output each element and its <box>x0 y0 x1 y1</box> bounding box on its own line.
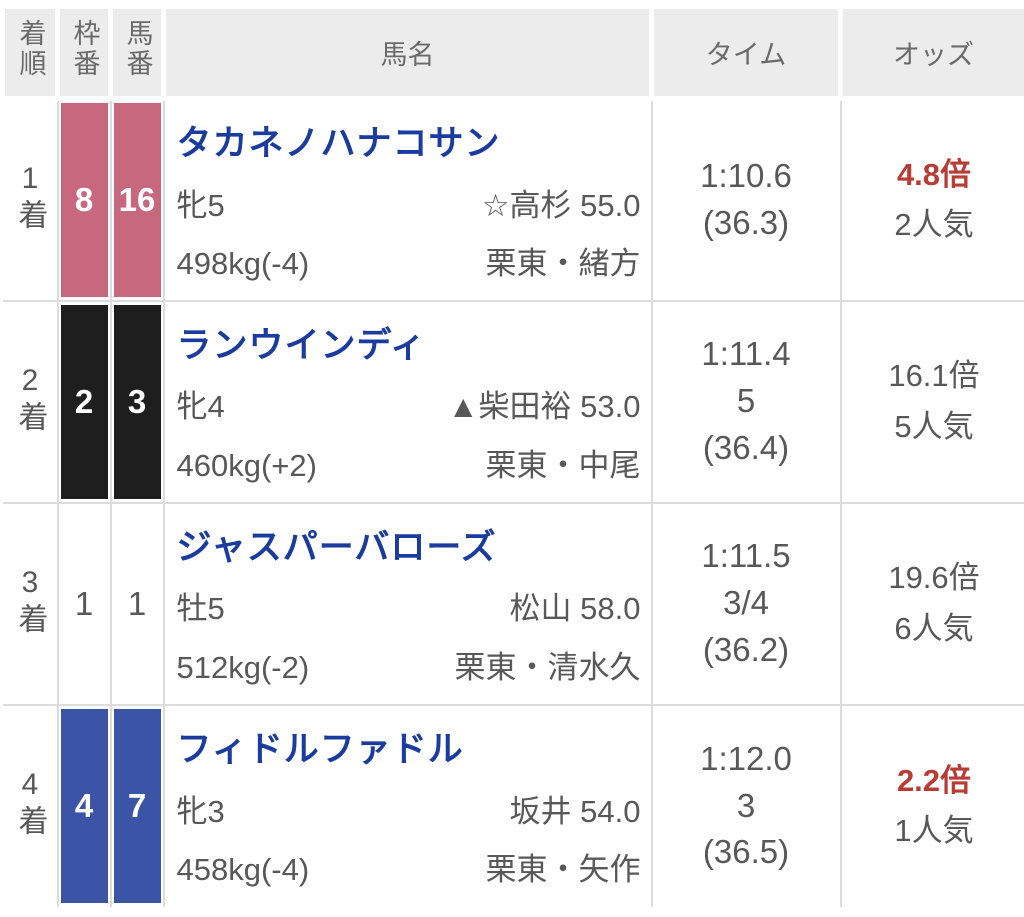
finish-position: 4着 <box>2 703 59 907</box>
horse-info-cell: フィドルファドル 牝3 坂井 54.0 458kg(-4) 栗東・矢作 <box>162 703 653 907</box>
bracket-number-cell: 8 <box>56 97 112 302</box>
horse-body-weight: 460kg(+2) <box>176 447 317 483</box>
header-number: 馬番 <box>108 4 166 101</box>
finish-time: 1:11.4 <box>701 335 791 373</box>
table-row: 1着 8 16 タカネノハナコサン 牝5 ☆高杉 55.0 498kg(-4) … <box>2 97 1024 302</box>
horse-number-cell: 3 <box>109 299 165 504</box>
horse-number: 16 <box>111 101 163 300</box>
jockey-weight: ▲柴田裕 53.0 <box>447 389 641 424</box>
bracket-number-cell: 1 <box>56 501 112 706</box>
horse-name-link[interactable]: フィドルファドル <box>176 730 464 769</box>
popularity-rank: 2人気 <box>894 207 974 243</box>
horse-info-cell: ジャスパーバローズ 牡5 松山 58.0 512kg(-2) 栗東・清水久 <box>162 501 653 706</box>
table-row: 4着 4 7 フィドルファドル 牝3 坂井 54.0 458kg(-4) 栗東・… <box>2 703 1024 907</box>
header-horse-name: 馬名 <box>161 4 654 101</box>
popularity-rank: 1人気 <box>894 813 974 848</box>
time-cell: 1:12.0 3 (36.5) <box>650 703 842 907</box>
last-3f-time: (36.5) <box>702 833 790 871</box>
header-bracket: 枠番 <box>55 4 113 101</box>
last-3f-time: (36.4) <box>702 428 790 466</box>
sex-age: 牡5 <box>176 591 225 626</box>
finish-position: 1着 <box>2 97 59 302</box>
jockey-weight: 松山 58.0 <box>509 591 641 626</box>
time-cell: 1:11.5 3/4 (36.2) <box>650 501 842 706</box>
time-cell: 1:11.4 5 (36.4) <box>650 299 842 504</box>
odds-value: 19.6倍 <box>888 560 980 596</box>
horse-name-link[interactable]: ジャスパーバローズ <box>176 527 497 567</box>
finish-time: 1:11.5 <box>701 537 791 575</box>
horse-number: 3 <box>111 302 163 501</box>
margin: 3/4 <box>723 584 769 622</box>
popularity-rank: 5人気 <box>894 408 974 444</box>
trainer: 栗東・矢作 <box>485 852 641 887</box>
odds-value: 2.2倍 <box>896 762 972 798</box>
finish-position: 2着 <box>2 299 59 504</box>
last-3f-time: (36.2) <box>702 630 790 668</box>
margin: 3 <box>736 786 756 824</box>
horse-name-link[interactable]: タカネノハナコサン <box>176 124 501 164</box>
sex-age: 牝5 <box>176 187 225 223</box>
horse-number-cell: 7 <box>109 703 165 907</box>
horse-body-weight: 498kg(-4) <box>176 246 310 282</box>
horse-name-link[interactable]: ランウインディ <box>176 325 427 365</box>
horse-number: 1 <box>111 504 163 703</box>
header-rank: 着順 <box>0 4 60 101</box>
horse-body-weight: 512kg(-2) <box>176 649 310 685</box>
margin: 5 <box>736 382 756 420</box>
table-header: 着順 枠番 馬番 馬名 タイム オッズ <box>0 4 1024 101</box>
bracket-number: 8 <box>58 101 110 300</box>
trainer: 栗東・緒方 <box>485 246 641 282</box>
bracket-number: 1 <box>58 504 110 703</box>
bracket-number: 2 <box>58 302 110 501</box>
horse-number: 7 <box>111 707 163 905</box>
bracket-number-cell: 2 <box>56 299 112 504</box>
odds-value: 16.1倍 <box>888 358 980 394</box>
header-odds: オッズ <box>838 4 1024 101</box>
race-results-table: 着順 枠番 馬番 馬名 タイム オッズ 1着 8 16 タカネノハナコサン 牝5… <box>0 4 1024 907</box>
time-cell: 1:10.6 (36.3) <box>650 97 842 302</box>
horse-info-cell: ランウインディ 牝4 ▲柴田裕 53.0 460kg(+2) 栗東・中尾 <box>162 299 653 504</box>
horse-number-cell: 16 <box>109 97 165 302</box>
table-row: 2着 2 3 ランウインディ 牝4 ▲柴田裕 53.0 460kg(+2) 栗東… <box>2 299 1024 504</box>
horse-number-cell: 1 <box>109 501 165 706</box>
odds-cell: 19.6倍 6人気 <box>839 501 1024 706</box>
odds-cell: 4.8倍 2人気 <box>839 97 1024 302</box>
finish-time: 1:10.6 <box>700 157 792 195</box>
table-row: 3着 1 1 ジャスパーバローズ 牡5 松山 58.0 512kg(-2) 栗東… <box>2 501 1024 706</box>
trainer: 栗東・中尾 <box>485 447 641 483</box>
odds-cell: 16.1倍 5人気 <box>839 299 1024 504</box>
horse-info-cell: タカネノハナコサン 牝5 ☆高杉 55.0 498kg(-4) 栗東・緒方 <box>162 97 653 302</box>
popularity-rank: 6人気 <box>894 610 974 646</box>
sex-age: 牝4 <box>176 389 225 424</box>
odds-value: 4.8倍 <box>896 157 972 193</box>
bracket-number-cell: 4 <box>56 703 112 907</box>
sex-age: 牝3 <box>176 793 225 829</box>
jockey-weight: 坂井 54.0 <box>509 793 641 829</box>
finish-position: 3着 <box>2 501 59 706</box>
finish-time: 1:12.0 <box>700 739 792 777</box>
bracket-number: 4 <box>58 707 110 905</box>
header-time: タイム <box>649 4 843 101</box>
jockey-weight: ☆高杉 55.0 <box>481 187 641 223</box>
last-3f-time: (36.3) <box>702 204 790 242</box>
trainer: 栗東・清水久 <box>454 649 641 685</box>
horse-body-weight: 458kg(-4) <box>176 852 310 887</box>
odds-cell: 2.2倍 1人気 <box>839 703 1024 907</box>
